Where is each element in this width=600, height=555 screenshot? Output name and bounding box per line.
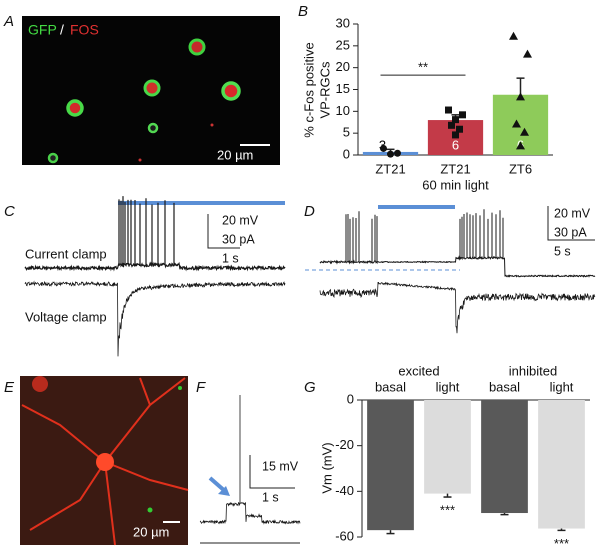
- panel-letter: E: [4, 379, 15, 396]
- panel-letter: B: [298, 3, 308, 20]
- y-axis-label: % c-Fos positive: [301, 42, 316, 137]
- x-tick-label: basal: [489, 379, 520, 394]
- scale-label: 30 pA: [222, 232, 255, 246]
- y-tick-label: 25: [336, 37, 350, 52]
- scale-bar: [249, 455, 295, 489]
- cell: [178, 386, 182, 390]
- scale-bar: [547, 206, 595, 241]
- scale-label: 20 µm: [217, 147, 253, 162]
- dendrite: [104, 461, 189, 491]
- label-gfp: GFP: [28, 22, 57, 38]
- trace-label: Voltage clamp: [25, 309, 107, 324]
- scale-label: 20 mV: [222, 213, 259, 227]
- x-tick-label: basal: [375, 379, 406, 394]
- data-point: [459, 111, 466, 119]
- x-tick-label: ZT21: [440, 161, 470, 176]
- soma: [96, 453, 114, 471]
- data-point: [380, 144, 387, 152]
- data-point: [523, 49, 532, 58]
- trace: [319, 281, 596, 334]
- y-tick-label: 10: [336, 103, 350, 118]
- y-tick-label: -20: [335, 437, 354, 452]
- x-sublabel: 60 min light: [422, 177, 489, 192]
- data-point: [509, 31, 518, 40]
- dendrite: [29, 461, 106, 531]
- y-tick-label: -60: [335, 528, 354, 543]
- panel-letter: A: [3, 13, 14, 30]
- significance: ***: [440, 502, 455, 517]
- scale-label: 20 mV: [554, 206, 591, 220]
- bar: [367, 400, 414, 531]
- data-point: [452, 116, 459, 124]
- cells: [47, 38, 241, 164]
- bar: [538, 400, 585, 529]
- n-label: 3: [379, 137, 386, 152]
- scale-label: 5 s: [554, 244, 571, 258]
- scale-bar: [207, 214, 240, 249]
- dendrite: [21, 404, 106, 463]
- data-point: [394, 149, 401, 157]
- panel-letter: G: [304, 379, 316, 396]
- scale-label: 1 s: [262, 490, 279, 504]
- data-point: [520, 127, 529, 136]
- n-label: 6: [452, 137, 459, 152]
- cell: [66, 99, 84, 117]
- x-tick-label: light: [550, 379, 574, 394]
- data-point: [516, 92, 525, 101]
- label-slash: /: [60, 22, 64, 38]
- dendrite: [104, 461, 116, 546]
- trace: [199, 395, 301, 525]
- y-tick-label: 0: [343, 146, 350, 161]
- data-point: [516, 141, 525, 150]
- significance: **: [418, 60, 428, 75]
- label-fos: FOS: [70, 22, 99, 38]
- trace-label: Current clamp: [25, 246, 107, 261]
- significance: ***: [554, 536, 569, 551]
- dendrite: [139, 377, 151, 406]
- cell: [210, 123, 214, 127]
- data-point: [456, 125, 463, 133]
- cell: [143, 79, 161, 97]
- y-tick-label: 30: [336, 15, 350, 30]
- panel-letter: D: [304, 203, 315, 220]
- data-point: [512, 119, 521, 128]
- scale-label: 20 µm: [133, 524, 169, 539]
- arrow-head: [218, 486, 230, 496]
- scale-label: 30 pA: [554, 225, 587, 239]
- group-label: inhibited: [509, 363, 557, 378]
- data-point: [448, 121, 455, 129]
- trace: [24, 280, 286, 357]
- cell: [147, 122, 159, 134]
- cell: [138, 158, 142, 162]
- cell: [47, 152, 59, 164]
- scale-label: 15 mV: [262, 459, 299, 473]
- data-point: [387, 150, 394, 158]
- y-axis-label: Vm (mV): [319, 442, 334, 493]
- y-axis-label: VP-RGCs: [317, 61, 332, 119]
- cell: [221, 81, 241, 101]
- trace: [319, 209, 596, 278]
- y-tick-label: 20: [336, 59, 350, 74]
- cell: [188, 38, 206, 56]
- x-tick-label: ZT6: [509, 161, 532, 176]
- neuron: [21, 377, 189, 546]
- panel-letter: F: [196, 379, 206, 396]
- x-tick-label: light: [436, 379, 460, 394]
- bar: [424, 400, 471, 494]
- cell: [32, 376, 48, 392]
- y-tick-label: 5: [343, 125, 350, 140]
- y-tick-label: 15: [336, 81, 350, 96]
- panel-letter: C: [4, 203, 15, 220]
- trace: [24, 196, 286, 272]
- scale-label: 1 s: [222, 251, 239, 265]
- y-tick-label: -40: [335, 483, 354, 498]
- group-label: excited: [398, 363, 439, 378]
- bar: [481, 400, 528, 514]
- x-tick-label: ZT21: [375, 161, 405, 176]
- data-point: [445, 106, 452, 114]
- data-point: [452, 131, 459, 139]
- y-tick-label: 0: [347, 391, 354, 406]
- cell: [147, 507, 153, 513]
